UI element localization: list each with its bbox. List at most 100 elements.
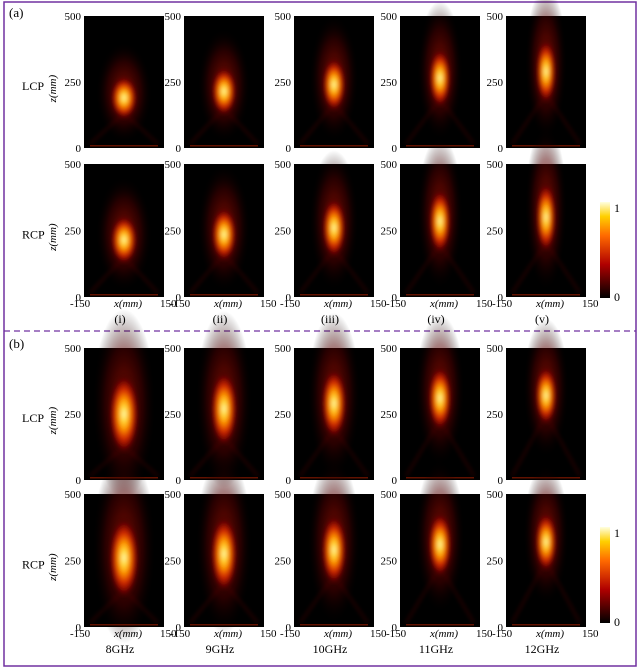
z-tick-label: 0	[498, 622, 504, 634]
x-tick-label-max: 150	[476, 628, 493, 640]
column-label: 10GHz	[313, 642, 348, 656]
heatmap-0-1-4	[506, 125, 586, 297]
focal-spot	[536, 182, 556, 252]
x-axis-label: x(mm)	[429, 628, 458, 640]
source-marks	[190, 294, 258, 296]
focal-spot	[428, 512, 452, 577]
z-tick-label: 500	[165, 489, 182, 501]
z-tick-label: 500	[487, 343, 504, 355]
focal-spot	[111, 215, 137, 264]
focal-spot	[211, 371, 237, 446]
z-axis-label-0-1: z(mm)	[47, 223, 59, 252]
z-tick-label: 500	[65, 159, 82, 171]
x-tick-label-min: -150	[492, 298, 513, 310]
z-tick-label: 500	[275, 159, 292, 171]
source-marks	[512, 294, 580, 296]
source-marks	[90, 624, 158, 626]
colorbar-a-min-label: 0	[614, 290, 620, 304]
source-marks	[406, 294, 474, 296]
z-tick-label: 250	[381, 556, 398, 568]
focal-spot	[109, 517, 139, 598]
z-tick-label: 0	[176, 292, 182, 304]
z-tick-label: 250	[487, 409, 504, 421]
x-axis-label: x(mm)	[213, 298, 242, 310]
z-tick-label: 0	[76, 622, 82, 634]
heatmap-0-0-2	[294, 14, 374, 148]
z-tick-label: 250	[65, 556, 82, 568]
focal-spot	[322, 58, 346, 112]
z-tick-label: 250	[275, 409, 292, 421]
colorbar-b-max-label: 1	[614, 526, 620, 540]
z-tick-label: 250	[65, 409, 82, 421]
colorbar-a-gradient	[600, 202, 610, 298]
source-marks	[190, 145, 258, 147]
heatmap-grid	[84, 0, 586, 644]
z-tick-label: 250	[275, 77, 292, 89]
heatmap-0-0-1	[184, 16, 264, 148]
figure-frame	[3, 1, 637, 667]
x-tick-label-min: -150	[386, 298, 407, 310]
heatmap-0-1-3	[400, 136, 480, 297]
source-marks	[300, 145, 368, 147]
z-tick-label: 250	[165, 409, 182, 421]
z-tick-label: 0	[176, 475, 182, 487]
focal-spot	[428, 366, 452, 430]
z-tick-label: 500	[381, 159, 398, 171]
row-label-1-0: LCP	[22, 411, 44, 425]
heatmap-0-0-4	[506, 0, 586, 148]
focal-spot	[109, 374, 139, 454]
z-tick-label: 250	[65, 77, 82, 89]
z-tick-label: 0	[498, 143, 504, 155]
row-label-0-0: LCP	[22, 79, 44, 93]
x-axis-label: x(mm)	[113, 298, 142, 310]
x-tick-label-max: 150	[582, 298, 599, 310]
z-tick-label: 250	[487, 556, 504, 568]
colorbar-b: 1 0	[600, 526, 620, 629]
focal-spot	[111, 76, 137, 119]
column-label: 8GHz	[106, 642, 135, 656]
x-axis-label: x(mm)	[535, 628, 564, 640]
x-tick-label-min: -150	[70, 628, 91, 640]
x-tick-label-max: 150	[160, 628, 177, 640]
z-tick-label: 500	[65, 343, 82, 355]
z-tick-label: 250	[165, 556, 182, 568]
colorbar-b-min-label: 0	[614, 615, 620, 629]
z-tick-label: 500	[381, 11, 398, 23]
heatmap-1-1-2	[294, 458, 374, 627]
z-tick-label: 500	[487, 159, 504, 171]
x-tick-label-max: 150	[582, 628, 599, 640]
z-tick-label: 250	[275, 556, 292, 568]
z-tick-label: 0	[392, 143, 398, 155]
z-tick-label: 0	[76, 143, 82, 155]
figure-labels: LCP z(mm)02505000250500025050002505000250…	[22, 11, 599, 656]
z-axis-label-1-1: z(mm)	[47, 553, 59, 582]
z-tick-label: 250	[275, 226, 292, 238]
x-tick-label-min: -150	[492, 628, 513, 640]
heatmap-1-0-0	[84, 309, 164, 500]
column-label: 9GHz	[206, 642, 235, 656]
x-tick-label-min: -150	[280, 298, 301, 310]
x-axis-label: x(mm)	[323, 298, 352, 310]
row-label-0-1: RCP	[22, 227, 45, 241]
x-tick-label-min: -150	[170, 298, 191, 310]
x-tick-label-max: 150	[260, 628, 277, 640]
source-marks	[300, 294, 368, 296]
z-tick-label: 0	[76, 475, 82, 487]
x-axis-label: x(mm)	[213, 628, 242, 640]
z-tick-label: 500	[65, 11, 82, 23]
z-tick-label: 0	[176, 622, 182, 634]
heatmap-0-1-1	[184, 164, 264, 297]
focal-spot	[322, 515, 346, 585]
z-tick-label: 250	[165, 226, 182, 238]
heatmap-0-1-2	[294, 150, 374, 297]
column-label: (iii)	[321, 312, 339, 326]
x-axis-label: x(mm)	[429, 298, 458, 310]
focal-spot	[536, 39, 556, 104]
z-axis-label-1-0: z(mm)	[47, 407, 59, 436]
heatmap-0-1-0	[84, 164, 164, 297]
x-tick-label-min: -150	[386, 628, 407, 640]
source-marks	[300, 624, 368, 626]
focal-spot	[211, 516, 237, 592]
z-tick-label: 250	[381, 226, 398, 238]
